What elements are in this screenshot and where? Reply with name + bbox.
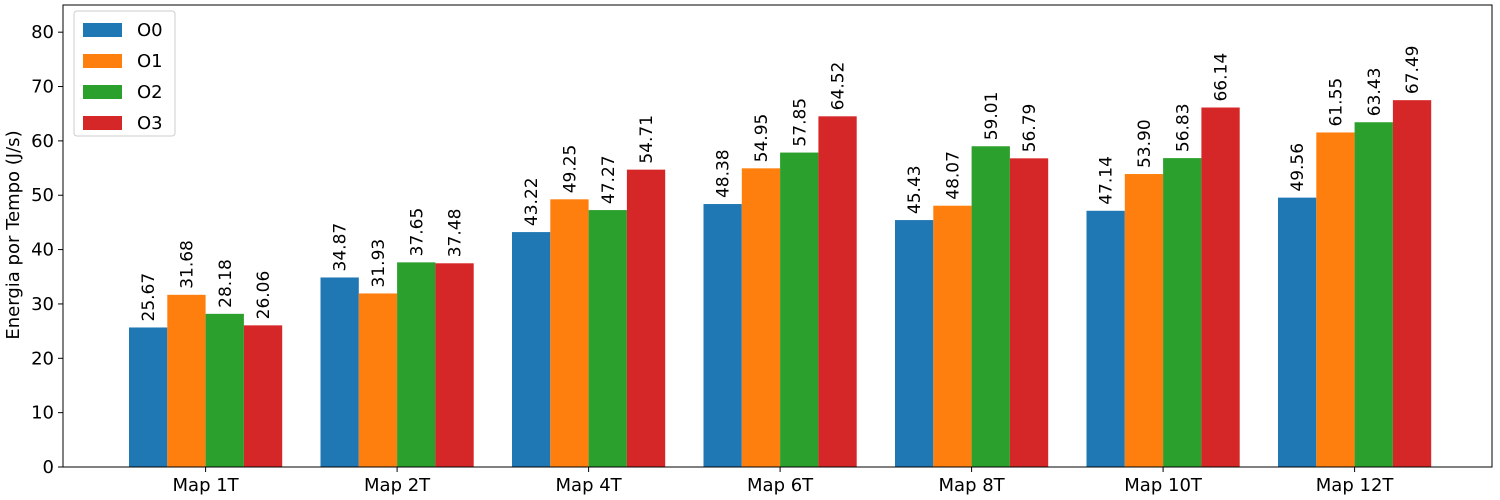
value-label: 49.25 (560, 145, 580, 194)
value-label: 53.90 (1135, 119, 1155, 168)
value-label: 66.14 (1212, 53, 1232, 102)
bar-o2-1 (397, 262, 436, 467)
value-label: 47.14 (1097, 156, 1117, 205)
value-label: 63.43 (1365, 68, 1385, 117)
bar-o0-3 (703, 204, 742, 467)
value-label: 59.01 (982, 92, 1002, 141)
legend-swatch-o2 (83, 85, 122, 99)
value-label: 47.27 (599, 155, 619, 204)
y-axis-label: Energia por Tempo (J/s) (3, 130, 24, 339)
value-label: 56.79 (1020, 104, 1040, 153)
bar-o0-5 (1086, 210, 1125, 468)
legend-swatch-o3 (83, 116, 122, 130)
x-tick-label: Map 10T (1124, 475, 1203, 496)
y-tick-label: 30 (31, 294, 54, 315)
bars-layer (129, 100, 1432, 468)
bar-o1-5 (1124, 174, 1164, 467)
value-label: 64.52 (829, 62, 849, 111)
bar-o1-4 (933, 205, 972, 468)
bar-o3-1 (435, 263, 474, 467)
legend-label: O2 (137, 82, 163, 103)
bar-o2-0 (205, 313, 244, 467)
legend: O0 O1 O2 O3 (73, 10, 176, 137)
value-label: 56.83 (1173, 103, 1193, 152)
bar-o3-5 (1201, 107, 1240, 467)
value-label: 48.07 (943, 151, 963, 200)
bar-o2-4 (971, 146, 1010, 467)
legend-label: O0 (137, 20, 163, 41)
bar-o3-6 (1392, 100, 1432, 467)
bar-o2-6 (1354, 122, 1393, 468)
plot-frame (62, 4, 1493, 468)
legend-swatch-o0 (83, 23, 122, 37)
bar-o0-6 (1278, 197, 1317, 467)
y-tick-label: 10 (31, 403, 54, 424)
value-label: 31.68 (177, 240, 197, 289)
bar-o2-3 (780, 152, 819, 467)
x-tick-label: Map 1T (173, 475, 240, 496)
y-tick-label: 40 (31, 240, 54, 261)
value-labels-layer: 25.67 34.87 43.22 48.38 45.43 47.14 49.56 31.68… (139, 46, 1423, 322)
bar-o1-6 (1316, 132, 1355, 467)
y-tick-label: 70 (31, 77, 54, 98)
y-tick-label: 60 (31, 131, 54, 152)
value-label: 57.85 (790, 98, 810, 147)
legend-label: O1 (137, 51, 163, 72)
value-label: 54.71 (637, 115, 657, 164)
x-tick-label: Map 12T (1316, 475, 1395, 496)
value-label: 54.95 (752, 114, 772, 163)
y-tick-label: 80 (31, 22, 54, 43)
value-label: 31.93 (369, 239, 389, 288)
value-label: 45.43 (905, 165, 925, 214)
bar-o1-2 (550, 199, 589, 467)
bar-o1-0 (167, 294, 206, 467)
bar-o3-0 (243, 325, 283, 467)
y-tick-label: 50 (31, 185, 54, 206)
x-tick-label: Map 8T (939, 475, 1006, 496)
bar-o3-3 (818, 116, 857, 468)
value-label: 61.55 (1326, 78, 1346, 127)
legend-swatch-o1 (83, 54, 122, 68)
value-label: 37.65 (407, 208, 427, 257)
value-label: 67.49 (1403, 46, 1423, 95)
bar-o2-5 (1163, 158, 1202, 467)
x-tick-label: Map 6T (747, 475, 814, 496)
bar-o2-2 (588, 210, 627, 467)
legend-label: O3 (137, 113, 163, 134)
bar-o0-1 (320, 277, 359, 467)
legend-box (73, 10, 176, 137)
bar-o1-1 (358, 293, 398, 467)
y-tick-label: 20 (31, 348, 54, 369)
value-label: 37.48 (446, 209, 466, 258)
value-label: 26.06 (254, 271, 274, 320)
value-label: 43.22 (522, 177, 542, 226)
bar-o3-2 (626, 169, 666, 467)
x-tick-label: Map 4T (556, 475, 623, 496)
value-label: 25.67 (139, 273, 159, 322)
y-tick-label: 0 (43, 457, 54, 478)
value-label: 48.38 (714, 149, 734, 198)
x-tick-label: Map 2T (364, 475, 431, 496)
bar-o3-4 (1009, 158, 1049, 467)
bar-o1-3 (741, 168, 781, 468)
bar-o0-0 (129, 327, 168, 467)
value-label: 28.18 (216, 259, 236, 308)
bar-o0-2 (512, 232, 551, 467)
value-label: 34.87 (331, 223, 351, 272)
axes-layer: 0 10 20 30 40 50 60 70 80 Map 1T Map 2T Map 4T Map 6… (31, 4, 1493, 496)
bar-o0-4 (895, 220, 934, 467)
value-label: 49.56 (1288, 143, 1308, 192)
